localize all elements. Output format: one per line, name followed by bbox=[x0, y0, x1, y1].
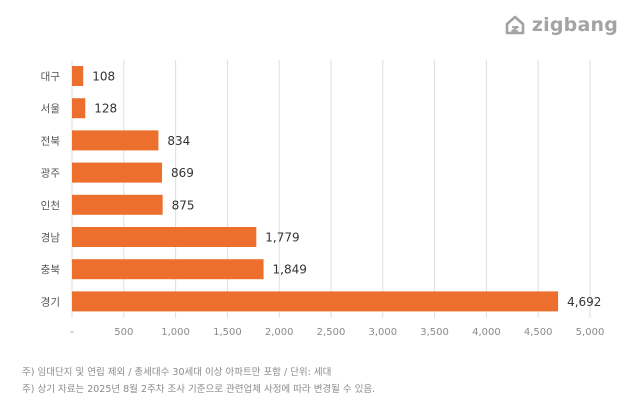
bar bbox=[72, 98, 86, 119]
x-tick-label: - bbox=[70, 327, 74, 338]
x-tick-label: 4,000 bbox=[472, 327, 501, 338]
brand-logo-text: zigbang bbox=[531, 14, 618, 36]
x-tick-label: 2,000 bbox=[265, 327, 294, 338]
data-label: 108 bbox=[92, 70, 115, 84]
category-label: 경남 bbox=[41, 231, 61, 244]
category-label: 전북 bbox=[41, 135, 61, 147]
category-label: 충북 bbox=[41, 264, 61, 276]
x-tick-label: 5,000 bbox=[576, 327, 605, 338]
footnotes: 주) 임대단지 및 연립 제외 / 총세대수 30세대 이상 아파트만 포함 /… bbox=[22, 364, 375, 398]
bar bbox=[72, 66, 84, 86]
data-label: 128 bbox=[94, 102, 117, 116]
footnote: 주) 상기 자료는 2025년 8월 2주차 조사 기준으로 관련업체 사정에 … bbox=[22, 384, 376, 395]
bar bbox=[72, 194, 163, 215]
data-label: 1,779 bbox=[265, 231, 299, 245]
footnote: 주) 임대단지 및 연립 제외 / 총세대수 30세대 이상 아파트만 포함 /… bbox=[22, 367, 332, 378]
data-label: 1,849 bbox=[273, 263, 307, 277]
bar bbox=[72, 291, 559, 312]
data-label: 875 bbox=[172, 198, 195, 212]
data-labels: 108 128 834 869 875 1,779 1,849 4,692 bbox=[92, 70, 601, 309]
bar bbox=[72, 162, 163, 183]
category-label: 인천 bbox=[41, 200, 60, 212]
x-tick-labels: - 500 1,000 1,500 2,000 2,500 3,000 3,500 4,000 4… bbox=[70, 327, 604, 338]
x-tick-label: 3,500 bbox=[420, 327, 449, 338]
x-tick-label: 1,500 bbox=[213, 327, 242, 338]
x-tick-label: 500 bbox=[114, 327, 133, 338]
category-label: 광주 bbox=[41, 168, 61, 180]
bar bbox=[72, 130, 159, 151]
data-label: 869 bbox=[171, 166, 194, 180]
x-tick-label: 2,500 bbox=[317, 327, 346, 338]
data-label: 834 bbox=[167, 134, 190, 148]
data-label: 4,692 bbox=[567, 295, 601, 309]
bar bbox=[72, 259, 264, 280]
bars bbox=[72, 66, 559, 312]
brand-logo: zigbang bbox=[504, 14, 618, 36]
bar bbox=[72, 227, 257, 247]
x-tick-label: 3,000 bbox=[368, 327, 397, 338]
category-label: 경기 bbox=[41, 295, 60, 308]
gridlines bbox=[71, 60, 591, 318]
x-tick-label: 1,000 bbox=[161, 327, 190, 338]
x-tick-label: 4,500 bbox=[524, 327, 553, 338]
category-label: 대구 bbox=[41, 71, 61, 83]
category-label: 서울 bbox=[41, 103, 61, 115]
zigbang-house-icon bbox=[505, 15, 525, 35]
